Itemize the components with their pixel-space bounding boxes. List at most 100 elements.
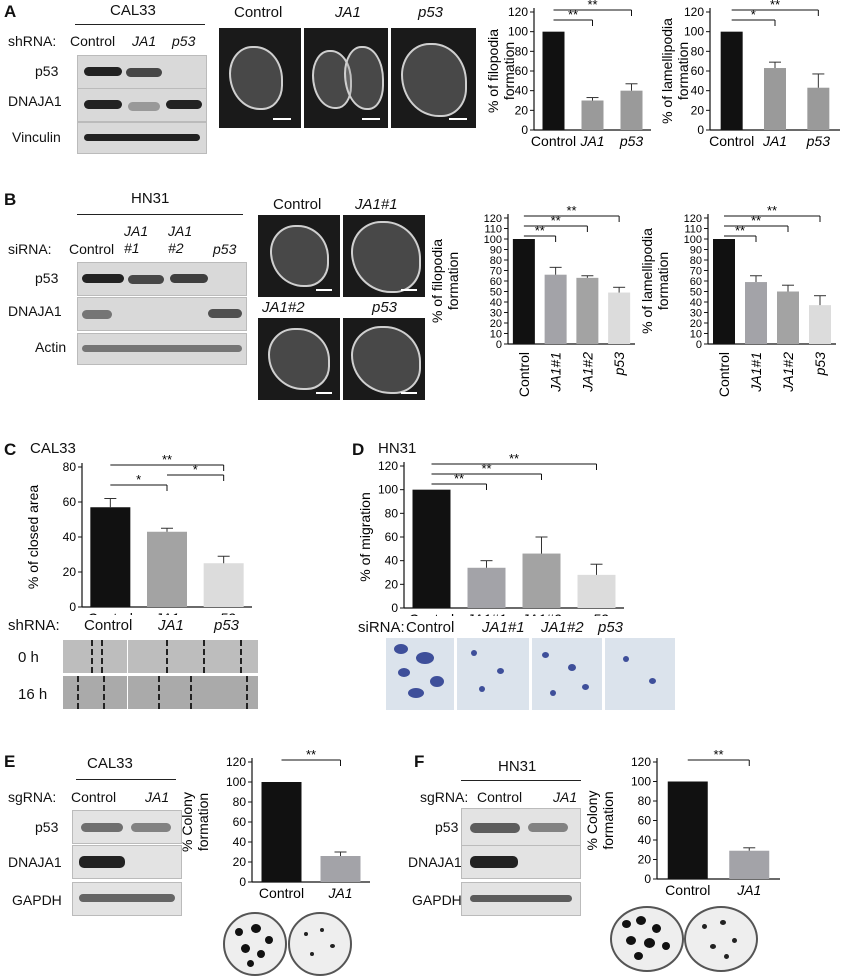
chart-d: % of migration 0 20 40 60 80 100 120 Control JA1#…: [357, 451, 624, 616]
y-tick-label: 20: [638, 853, 652, 867]
panel-letter-e: E: [4, 752, 16, 771]
colony: [241, 944, 250, 953]
y-tick-label: 30: [690, 308, 702, 320]
x-tick-label: JA1: [327, 885, 352, 901]
wound-edge: [77, 676, 79, 709]
blot-row-label: Actin: [35, 339, 67, 355]
x-tick-label: Control: [531, 133, 576, 149]
image-label: p53: [372, 299, 398, 316]
blot-row-label: p53: [435, 819, 459, 835]
y-tick-label: 20: [233, 855, 247, 869]
western-blot-strip: [461, 845, 581, 879]
y-tick-label: 60: [490, 276, 502, 288]
colony-dish: [223, 912, 287, 976]
wound-edge: [203, 640, 205, 673]
microscopy-image: [258, 215, 340, 297]
y-tick-label: 100: [631, 775, 651, 789]
colony: [710, 944, 716, 949]
colony: [330, 944, 335, 948]
y-tick-label: 100: [684, 25, 704, 39]
x-tick-label: JA1#1: [466, 611, 507, 616]
blot-row-label: p53: [35, 270, 59, 286]
cell-shape: [270, 225, 329, 287]
stained-cell: [394, 644, 408, 654]
y-tick-label: 40: [385, 554, 399, 568]
bar: [809, 305, 831, 344]
colony: [304, 932, 308, 936]
stained-cell: [471, 650, 477, 656]
x-tick-label: p53: [211, 610, 236, 615]
colony: [251, 924, 261, 933]
y-tick-label: 0: [69, 600, 76, 614]
blot-band: [470, 856, 518, 868]
y-tick-label: 80: [515, 44, 529, 58]
lane-label: p53: [214, 617, 240, 634]
microscopy-image: [343, 215, 425, 297]
colony-dish: [610, 906, 684, 972]
lane-label: JA1 #2: [168, 223, 193, 256]
transwell-image: [457, 638, 529, 710]
significance-label: **: [551, 213, 561, 228]
lane-label: p53: [172, 33, 196, 49]
y-tick-label: 40: [515, 84, 529, 98]
x-tick-label: JA1#2: [579, 352, 595, 393]
significance-label: **: [566, 203, 576, 218]
y-tick-label: 110: [684, 224, 702, 236]
blot-row-label: GAPDH: [412, 892, 462, 908]
colony: [652, 924, 661, 933]
reagent-label: sgRNA:: [8, 789, 57, 805]
colony: [732, 938, 737, 943]
reagent-label: siRNA:: [8, 241, 52, 257]
blot-band: [128, 102, 160, 111]
blot-band: [84, 134, 200, 141]
time-label: 16 h: [18, 686, 48, 703]
wound-edge: [91, 640, 93, 673]
wound-edge: [101, 640, 103, 673]
y-tick-label: 40: [691, 84, 705, 98]
y-tick-label: 120: [684, 5, 704, 19]
stained-cell: [408, 688, 424, 698]
blot-band: [170, 274, 208, 283]
y-axis-title: % of closed area: [25, 485, 41, 589]
y-tick-label: 100: [684, 234, 702, 246]
bar: [147, 531, 187, 607]
y-axis-title: % of lamellipodiaformation: [640, 228, 671, 334]
blot-band: [528, 823, 568, 832]
lane-label: p53: [598, 619, 624, 636]
x-tick-label: p53: [619, 133, 644, 149]
y-axis-title: % Colonyformation: [585, 791, 616, 851]
x-tick-label: Control: [259, 885, 304, 901]
bar: [412, 489, 451, 608]
bar: [720, 31, 743, 131]
y-tick-label: 90: [690, 245, 702, 257]
blot-band: [82, 274, 124, 283]
colony-dish: [288, 912, 352, 976]
microscopy-image: [304, 28, 388, 128]
cell-shape: [344, 46, 384, 110]
blot-row-label: DNAJA1: [8, 854, 62, 870]
colony: [622, 920, 631, 928]
x-tick-label: Control: [709, 133, 754, 149]
y-tick-label: 60: [63, 495, 77, 509]
y-tick-label: 60: [691, 64, 705, 78]
lane-group-line: [461, 780, 581, 781]
bar: [777, 291, 799, 344]
western-blot-strip: [77, 55, 207, 89]
lane-label: JA1: [158, 617, 184, 634]
blot-band: [126, 68, 162, 77]
bar: [667, 781, 708, 879]
chart-b1: % of filopodiaformation 01020304050607080…: [430, 203, 635, 397]
microscopy-image: [219, 28, 301, 128]
y-tick-label: 120: [378, 459, 398, 473]
blot-row-label: DNAJA1: [8, 303, 62, 319]
stained-cell: [542, 652, 549, 658]
microscopy-image: [258, 318, 340, 400]
stained-cell: [649, 678, 656, 684]
stained-cell: [497, 668, 504, 674]
y-tick-label: 60: [690, 276, 702, 288]
blot-band: [84, 67, 122, 76]
blot-row-label: DNAJA1: [408, 854, 462, 870]
bar: [807, 87, 830, 130]
chart-a2: % of lamellipodiaformation 0 20 40 60 80 100 12…: [660, 0, 840, 149]
bar: [577, 574, 616, 608]
